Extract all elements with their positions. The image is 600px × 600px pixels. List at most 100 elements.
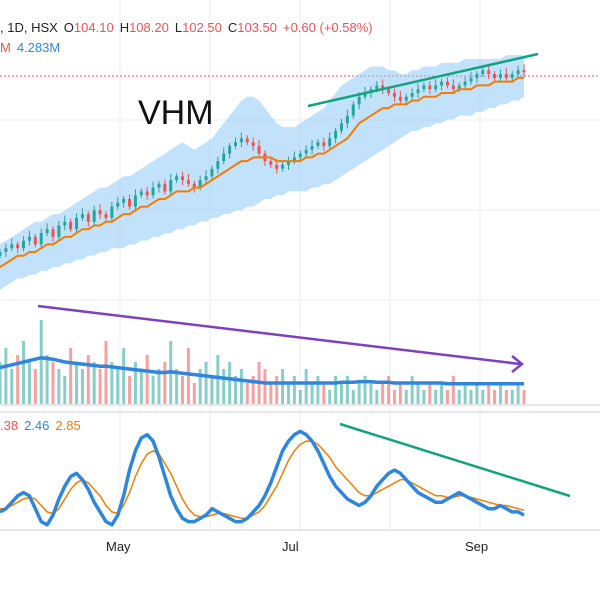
ohlc-legend: , 1D, HSX O104.10 H108.20 L102.50 C103.50 +0.… xyxy=(0,20,379,35)
volume-bar xyxy=(228,362,232,404)
candle-body xyxy=(504,74,508,78)
candle-body xyxy=(98,210,102,215)
volume-bar xyxy=(392,390,396,404)
candle-body xyxy=(222,153,226,162)
moving-average xyxy=(0,76,524,268)
volume-value: 4.283M xyxy=(16,40,61,55)
change-value: +0.60 (+0.58%) xyxy=(283,20,373,35)
x-tick-may: May xyxy=(106,539,131,554)
candle-body xyxy=(475,74,479,78)
candle-body xyxy=(110,206,114,218)
volume-bar xyxy=(234,376,238,404)
candle-body xyxy=(175,176,179,181)
candle-body xyxy=(487,70,491,75)
candle-body xyxy=(392,93,396,97)
candle-body xyxy=(0,252,2,256)
candle-body xyxy=(398,96,402,101)
volume-bar xyxy=(410,376,414,404)
volume-bar xyxy=(145,355,149,404)
volume-prefix: M xyxy=(0,40,11,55)
volume-bar xyxy=(269,383,273,404)
volume-bar xyxy=(51,362,55,404)
candle-body xyxy=(39,233,43,245)
candle-body xyxy=(445,81,449,86)
low-label: L xyxy=(174,20,183,35)
volume-bar xyxy=(516,383,520,404)
volume-bar xyxy=(122,348,126,404)
volume-legend: M 4.283M xyxy=(0,40,66,55)
volume-bar xyxy=(316,376,320,404)
candle-body xyxy=(63,221,67,226)
volume-bar xyxy=(404,390,408,404)
osc-value-3: 2.85 xyxy=(55,418,81,433)
volume-bar xyxy=(281,369,285,404)
volume-bar xyxy=(157,369,161,404)
candle-body xyxy=(10,244,14,249)
trendline-oscillator[interactable] xyxy=(339,422,571,498)
volume-bar xyxy=(22,341,26,404)
candle-body xyxy=(422,85,426,90)
volume-bar xyxy=(39,320,43,404)
osc-slow-line xyxy=(0,440,525,520)
high-label: H xyxy=(119,20,130,35)
symbol-info: , 1D, HSX xyxy=(0,20,58,35)
trendline-price-resistance[interactable] xyxy=(307,52,539,108)
candle-body xyxy=(204,176,208,181)
candle-body xyxy=(104,214,108,218)
ma-line xyxy=(0,76,524,268)
candle-body xyxy=(451,85,455,90)
candle-body xyxy=(328,138,332,146)
volume-bar xyxy=(328,390,332,404)
bollinger-band xyxy=(0,55,524,290)
volume-bar xyxy=(510,390,514,404)
volume-bar xyxy=(310,383,314,404)
candle-body xyxy=(322,142,326,146)
candle-body xyxy=(281,164,285,169)
volume-bar xyxy=(80,369,84,404)
volume-bar xyxy=(451,376,455,404)
candle-body xyxy=(186,180,190,184)
open-label: O xyxy=(63,20,74,35)
volume-bar xyxy=(498,383,502,404)
volume-bar xyxy=(110,362,114,404)
volume-bar xyxy=(33,369,37,404)
volume-bar xyxy=(375,390,379,404)
candle-body xyxy=(92,210,96,222)
volume-bar xyxy=(63,376,67,404)
candle-body xyxy=(27,236,31,241)
candle-body xyxy=(210,168,214,177)
volume-bar xyxy=(351,390,355,404)
candle-body xyxy=(80,214,84,218)
candle-body xyxy=(345,115,349,124)
volume-bar xyxy=(181,376,185,404)
candle-body xyxy=(145,191,149,196)
oscillator-legend: .38 2.46 2.85 xyxy=(0,418,87,433)
candle-body xyxy=(493,74,497,78)
volume-bar xyxy=(163,362,167,404)
trendline-volume-arrow[interactable] xyxy=(37,304,521,366)
high-value: 108.20 xyxy=(129,20,169,35)
candle-body xyxy=(269,161,273,165)
volume-bar xyxy=(57,369,61,404)
volume-bar xyxy=(304,369,308,404)
candle-body xyxy=(510,74,514,78)
candle-body xyxy=(387,89,391,93)
candle-body xyxy=(410,93,414,97)
candle-body xyxy=(216,161,220,169)
volume-bar xyxy=(116,369,120,404)
candle-body xyxy=(416,89,420,93)
candle-body xyxy=(434,85,438,90)
volume-bar xyxy=(151,376,155,404)
candle-body xyxy=(463,81,467,86)
candle-body xyxy=(351,104,355,116)
candle-body xyxy=(22,240,26,249)
candle-body xyxy=(334,130,338,139)
candle-body xyxy=(304,149,308,154)
volume-bar xyxy=(86,355,90,404)
volume-bar xyxy=(275,376,279,404)
candle-body xyxy=(316,142,320,146)
candle-body xyxy=(86,214,90,222)
candle-body xyxy=(16,244,20,249)
candle-body xyxy=(457,85,461,90)
